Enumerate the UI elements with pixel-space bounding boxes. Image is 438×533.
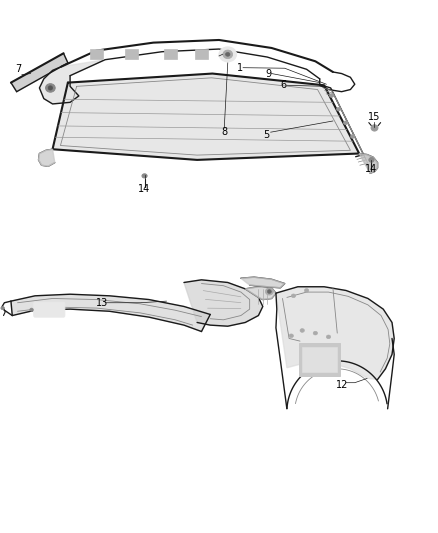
Text: 13: 13 <box>95 298 108 308</box>
Ellipse shape <box>304 289 309 292</box>
Polygon shape <box>276 287 394 379</box>
Ellipse shape <box>300 328 304 333</box>
Bar <box>125 49 138 59</box>
Ellipse shape <box>265 288 273 295</box>
Text: 12: 12 <box>336 380 349 390</box>
Polygon shape <box>245 287 276 300</box>
Text: 6: 6 <box>281 80 287 90</box>
Ellipse shape <box>343 121 348 125</box>
Ellipse shape <box>1 306 4 310</box>
Ellipse shape <box>329 94 334 98</box>
Polygon shape <box>11 53 68 92</box>
Bar <box>299 343 340 376</box>
Text: 5: 5 <box>263 130 269 140</box>
Text: 9: 9 <box>265 69 272 78</box>
Ellipse shape <box>48 86 53 90</box>
Ellipse shape <box>226 53 230 56</box>
Polygon shape <box>241 277 285 288</box>
Ellipse shape <box>369 158 374 163</box>
Bar <box>90 49 103 59</box>
Ellipse shape <box>46 84 55 92</box>
Text: 15: 15 <box>368 112 381 122</box>
Ellipse shape <box>336 107 341 111</box>
Polygon shape <box>53 74 359 160</box>
Bar <box>195 49 208 59</box>
Ellipse shape <box>219 47 237 62</box>
Bar <box>302 347 337 372</box>
Polygon shape <box>359 154 378 173</box>
Text: 14: 14 <box>365 165 378 174</box>
Text: 14: 14 <box>138 184 150 194</box>
FancyBboxPatch shape <box>34 302 65 317</box>
Ellipse shape <box>223 50 233 59</box>
Text: 8: 8 <box>221 127 227 136</box>
Ellipse shape <box>350 134 355 138</box>
Ellipse shape <box>371 125 378 131</box>
Ellipse shape <box>267 290 271 293</box>
Ellipse shape <box>142 174 147 178</box>
Ellipse shape <box>326 335 331 339</box>
Polygon shape <box>11 294 210 332</box>
Ellipse shape <box>289 334 293 338</box>
Ellipse shape <box>30 308 33 311</box>
Polygon shape <box>39 60 105 104</box>
Ellipse shape <box>313 331 318 335</box>
Bar <box>164 49 177 59</box>
Text: 1: 1 <box>237 63 243 72</box>
Polygon shape <box>39 149 55 166</box>
Text: 7: 7 <box>15 64 21 74</box>
Ellipse shape <box>291 294 296 297</box>
Polygon shape <box>184 280 263 326</box>
